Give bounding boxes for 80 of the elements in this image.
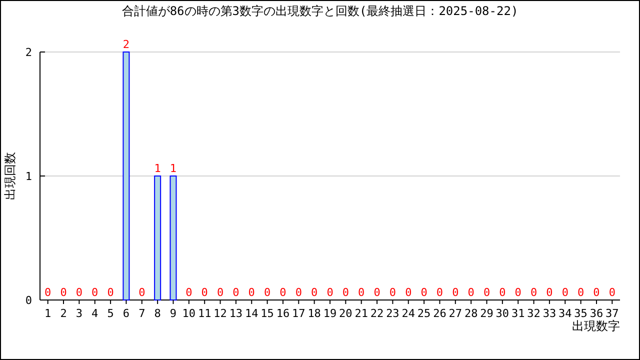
data-label: 0 — [264, 286, 271, 299]
x-tick-label: 10 — [182, 307, 196, 320]
data-label: 0 — [514, 286, 522, 299]
x-tick-label: 11 — [198, 307, 212, 320]
x-tick-label: 8 — [154, 307, 161, 320]
x-tick-label: 12 — [214, 307, 227, 320]
y-tick-label: 0 — [25, 294, 32, 307]
data-label: 0 — [107, 286, 114, 299]
data-label: 0 — [389, 286, 396, 299]
x-tick-label: 7 — [138, 307, 146, 320]
x-tick-label: 5 — [107, 307, 114, 320]
data-label: 1 — [170, 162, 177, 175]
x-tick-label: 37 — [606, 307, 619, 320]
data-label: 1 — [154, 162, 161, 175]
data-label: 0 — [311, 286, 318, 299]
data-label: 0 — [562, 286, 568, 299]
data-label: 0 — [326, 286, 334, 299]
data-label: 0 — [342, 286, 349, 299]
data-label: 0 — [608, 286, 616, 299]
data-label: 2 — [122, 38, 130, 51]
data-label: 0 — [138, 286, 146, 299]
x-tick-label: 27 — [448, 307, 462, 320]
data-label: 0 — [436, 286, 444, 299]
y-tick-label: 1 — [25, 170, 32, 183]
data-label: 0 — [405, 286, 412, 299]
x-tick-label: 6 — [122, 307, 130, 320]
data-label: 0 — [295, 286, 302, 299]
data-label: 0 — [280, 286, 286, 299]
data-label: 0 — [374, 286, 380, 299]
data-label: 0 — [232, 286, 240, 299]
x-tick-label: 23 — [386, 307, 400, 320]
data-label: 0 — [578, 286, 584, 299]
x-tick-label: 33 — [542, 307, 556, 320]
x-tick-label: 21 — [354, 307, 368, 320]
x-tick-label: 35 — [574, 307, 588, 320]
x-tick-label: 20 — [339, 307, 352, 320]
data-label: 0 — [44, 286, 52, 299]
data-label: 0 — [216, 286, 224, 299]
data-label: 0 — [248, 286, 255, 299]
x-tick-label: 13 — [229, 307, 243, 320]
x-tick-label: 18 — [308, 307, 321, 320]
x-tick-label: 1 — [44, 307, 52, 320]
data-label: 0 — [593, 286, 600, 299]
x-tick-label: 32 — [527, 307, 540, 320]
x-tick-label: 34 — [558, 307, 572, 320]
data-label: 0 — [201, 286, 208, 299]
data-label: 0 — [546, 286, 553, 299]
data-label: 0 — [483, 286, 490, 299]
x-tick-label: 31 — [511, 307, 525, 320]
data-label: 0 — [499, 286, 506, 299]
data-label: 0 — [468, 286, 474, 299]
x-tick-label: 17 — [292, 307, 306, 320]
data-label: 0 — [92, 286, 98, 299]
x-tick-label: 19 — [323, 307, 337, 320]
x-tick-label: 16 — [276, 307, 290, 320]
x-tick-label: 14 — [244, 307, 259, 320]
data-label: 0 — [186, 286, 192, 299]
x-tick-label: 28 — [464, 307, 478, 320]
x-tick-label: 4 — [92, 307, 99, 320]
x-tick-label: 15 — [260, 307, 274, 320]
data-label: 0 — [530, 286, 538, 299]
x-tick-label: 30 — [496, 307, 510, 320]
x-tick-label: 25 — [417, 307, 431, 320]
x-tick-label: 29 — [480, 307, 494, 320]
x-tick-label: 9 — [170, 307, 177, 320]
x-axis-title: 出現数字 — [572, 319, 620, 333]
y-axis-title: 出現回数 — [3, 152, 17, 200]
x-tick-label: 2 — [60, 307, 67, 320]
x-tick-label: 3 — [76, 307, 82, 320]
data-label: 0 — [420, 286, 428, 299]
x-tick-label: 22 — [370, 307, 384, 320]
data-label: 0 — [76, 286, 82, 299]
data-label: 0 — [60, 286, 67, 299]
chart-title: 合計値が86の時の第3数字の出現数字と回数(最終抽選日：2025-08-22) — [122, 4, 518, 18]
data-label: 0 — [358, 286, 365, 299]
data-label: 0 — [452, 286, 459, 299]
x-tick-label: 36 — [590, 307, 604, 320]
x-tick-label: 24 — [402, 307, 416, 320]
x-tick-label: 26 — [433, 307, 446, 320]
y-tick-label: 2 — [25, 46, 32, 59]
